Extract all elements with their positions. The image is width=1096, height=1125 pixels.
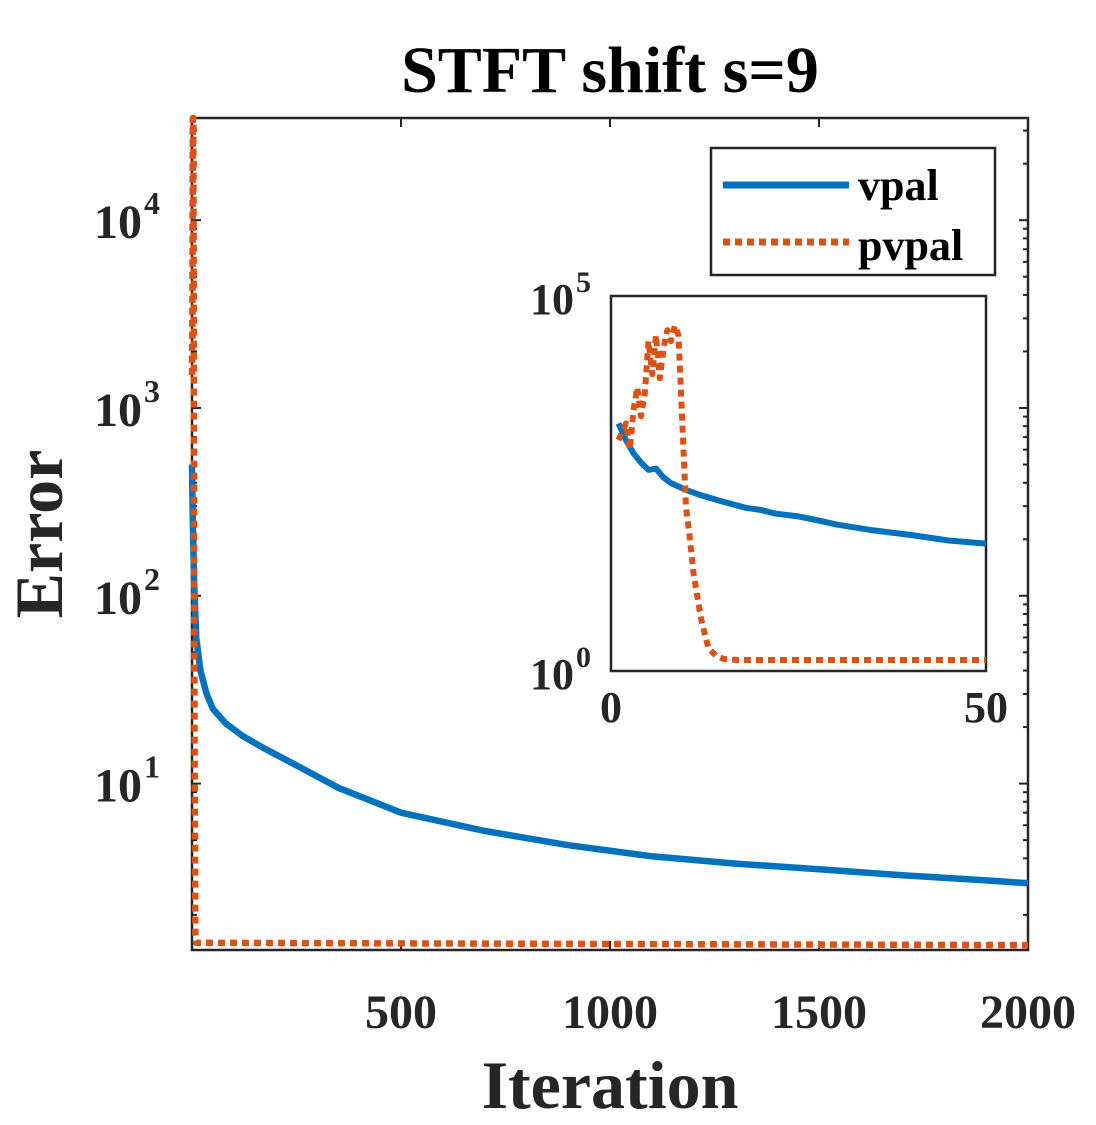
y-tick-label-base: 10 bbox=[94, 384, 142, 437]
series-line-pvpal bbox=[188, 114, 1029, 949]
legend: vpal pvpal bbox=[709, 146, 997, 277]
inset-y-tick-label: 10 5 bbox=[530, 266, 591, 324]
x-tick-label: 2000 bbox=[980, 986, 1076, 1039]
y-tick-label-base: 10 bbox=[94, 572, 142, 625]
inset-y-tick-label-exponent: 5 bbox=[576, 266, 591, 299]
x-tick-label: 1500 bbox=[771, 986, 867, 1039]
y-tick-label-base: 10 bbox=[94, 196, 142, 249]
main-series-group bbox=[188, 114, 1029, 949]
inset-y-tick-label-base: 10 bbox=[530, 275, 574, 324]
inset-x-tick-label: 0 bbox=[600, 683, 622, 732]
chart-title: STFT shift s=9 bbox=[401, 34, 819, 107]
y-tick-label-exponent: 4 bbox=[144, 185, 160, 221]
y-axis-label: Error bbox=[1, 450, 77, 619]
legend-box bbox=[709, 146, 997, 277]
y-tick-label-exponent: 2 bbox=[144, 561, 160, 597]
x-axis-label: Iteration bbox=[482, 1047, 739, 1123]
inset-x-tick-label: 50 bbox=[964, 683, 1008, 732]
series-line-vpal bbox=[188, 464, 1029, 887]
inset-series-group bbox=[615, 322, 987, 663]
y-tick-label-exponent: 1 bbox=[144, 749, 160, 785]
x-tick-label: 500 bbox=[365, 986, 437, 1039]
legend-label-vpal: vpal bbox=[858, 161, 939, 210]
y-tick-label: 10 1 bbox=[94, 749, 160, 813]
inset-y-tick-label-base: 10 bbox=[530, 650, 574, 699]
main-x-tick-labels: 500 1000 1500 2000 bbox=[365, 986, 1076, 1039]
x-tick-label: 1000 bbox=[562, 986, 658, 1039]
inset-y-tick-label-exponent: 0 bbox=[576, 641, 591, 674]
y-tick-label-exponent: 3 bbox=[144, 373, 160, 409]
inset-y-tick-label: 10 0 bbox=[530, 641, 591, 699]
inset-series-line-vpal bbox=[615, 422, 987, 547]
y-tick-label-base: 10 bbox=[94, 760, 142, 813]
inset-series-line-pvpal bbox=[615, 322, 986, 663]
y-tick-label: 10 3 bbox=[94, 373, 160, 437]
y-tick-label: 10 2 bbox=[94, 561, 160, 625]
y-tick-label: 10 4 bbox=[94, 185, 160, 249]
legend-label-pvpal: pvpal bbox=[858, 221, 963, 270]
